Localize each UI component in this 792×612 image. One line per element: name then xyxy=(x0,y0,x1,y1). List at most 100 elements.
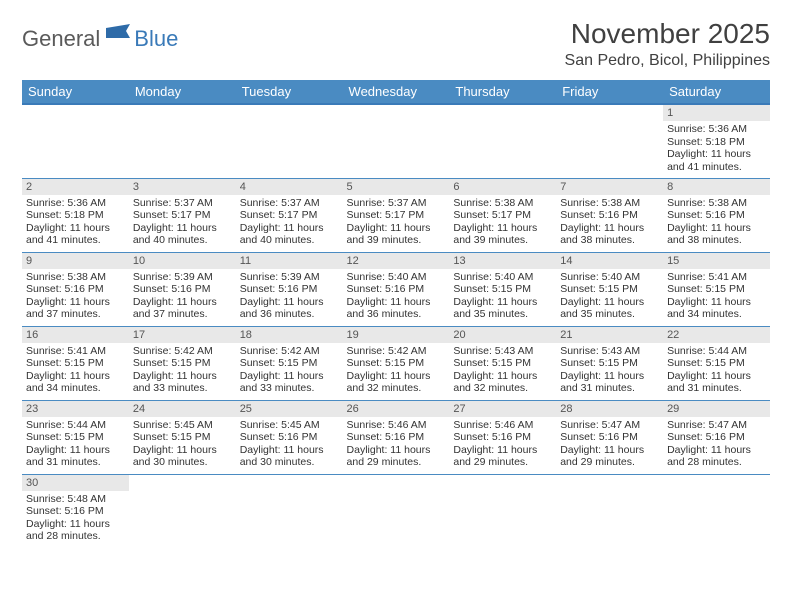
calendar-day-cell: 7Sunrise: 5:38 AMSunset: 5:16 PMDaylight… xyxy=(556,178,663,252)
day-number: 5 xyxy=(343,179,450,195)
day-number: 15 xyxy=(663,253,770,269)
day-number: 9 xyxy=(22,253,129,269)
calendar-day-cell: 11Sunrise: 5:39 AMSunset: 5:16 PMDayligh… xyxy=(236,252,343,326)
day-number: 29 xyxy=(663,401,770,417)
day-details: Sunrise: 5:40 AMSunset: 5:16 PMDaylight:… xyxy=(343,269,450,325)
day-number: 14 xyxy=(556,253,663,269)
calendar-day-cell: 17Sunrise: 5:42 AMSunset: 5:15 PMDayligh… xyxy=(129,326,236,400)
day-number: 7 xyxy=(556,179,663,195)
calendar-day-cell: 27Sunrise: 5:46 AMSunset: 5:16 PMDayligh… xyxy=(449,400,556,474)
calendar-empty-cell xyxy=(343,104,450,178)
calendar-day-cell: 24Sunrise: 5:45 AMSunset: 5:15 PMDayligh… xyxy=(129,400,236,474)
calendar-week-row: 9Sunrise: 5:38 AMSunset: 5:16 PMDaylight… xyxy=(22,252,770,326)
calendar-empty-cell xyxy=(236,104,343,178)
calendar-day-cell: 30Sunrise: 5:48 AMSunset: 5:16 PMDayligh… xyxy=(22,474,129,548)
calendar-empty-cell xyxy=(343,474,450,548)
calendar-body: 1Sunrise: 5:36 AMSunset: 5:18 PMDaylight… xyxy=(22,104,770,548)
day-number: 21 xyxy=(556,327,663,343)
calendar-day-cell: 26Sunrise: 5:46 AMSunset: 5:16 PMDayligh… xyxy=(343,400,450,474)
day-details: Sunrise: 5:42 AMSunset: 5:15 PMDaylight:… xyxy=(343,343,450,399)
calendar-day-cell: 9Sunrise: 5:38 AMSunset: 5:16 PMDaylight… xyxy=(22,252,129,326)
calendar-day-cell: 20Sunrise: 5:43 AMSunset: 5:15 PMDayligh… xyxy=(449,326,556,400)
weekday-header: Sunday xyxy=(22,80,129,104)
calendar-day-cell: 13Sunrise: 5:40 AMSunset: 5:15 PMDayligh… xyxy=(449,252,556,326)
page-header: General Blue November 2025 San Pedro, Bi… xyxy=(22,18,770,70)
day-details: Sunrise: 5:43 AMSunset: 5:15 PMDaylight:… xyxy=(449,343,556,399)
calendar-week-row: 1Sunrise: 5:36 AMSunset: 5:18 PMDaylight… xyxy=(22,104,770,178)
logo-text-blue: Blue xyxy=(134,26,178,52)
calendar-day-cell: 5Sunrise: 5:37 AMSunset: 5:17 PMDaylight… xyxy=(343,178,450,252)
calendar-day-cell: 1Sunrise: 5:36 AMSunset: 5:18 PMDaylight… xyxy=(663,104,770,178)
day-number: 20 xyxy=(449,327,556,343)
day-number: 2 xyxy=(22,179,129,195)
calendar-day-cell: 25Sunrise: 5:45 AMSunset: 5:16 PMDayligh… xyxy=(236,400,343,474)
calendar-day-cell: 29Sunrise: 5:47 AMSunset: 5:16 PMDayligh… xyxy=(663,400,770,474)
calendar-day-cell: 16Sunrise: 5:41 AMSunset: 5:15 PMDayligh… xyxy=(22,326,129,400)
day-number: 12 xyxy=(343,253,450,269)
weekday-header: Thursday xyxy=(449,80,556,104)
calendar-empty-cell xyxy=(236,474,343,548)
day-number: 4 xyxy=(236,179,343,195)
day-details: Sunrise: 5:46 AMSunset: 5:16 PMDaylight:… xyxy=(449,417,556,473)
day-details: Sunrise: 5:41 AMSunset: 5:15 PMDaylight:… xyxy=(22,343,129,399)
calendar-empty-cell xyxy=(556,104,663,178)
day-details: Sunrise: 5:38 AMSunset: 5:17 PMDaylight:… xyxy=(449,195,556,251)
day-details: Sunrise: 5:41 AMSunset: 5:15 PMDaylight:… xyxy=(663,269,770,325)
day-details: Sunrise: 5:37 AMSunset: 5:17 PMDaylight:… xyxy=(236,195,343,251)
calendar-day-cell: 2Sunrise: 5:36 AMSunset: 5:18 PMDaylight… xyxy=(22,178,129,252)
day-number: 10 xyxy=(129,253,236,269)
day-number: 3 xyxy=(129,179,236,195)
calendar-empty-cell xyxy=(129,474,236,548)
day-details: Sunrise: 5:44 AMSunset: 5:15 PMDaylight:… xyxy=(663,343,770,399)
weekday-header: Monday xyxy=(129,80,236,104)
calendar-day-cell: 19Sunrise: 5:42 AMSunset: 5:15 PMDayligh… xyxy=(343,326,450,400)
weekday-header: Tuesday xyxy=(236,80,343,104)
day-details: Sunrise: 5:38 AMSunset: 5:16 PMDaylight:… xyxy=(663,195,770,251)
calendar-day-cell: 21Sunrise: 5:43 AMSunset: 5:15 PMDayligh… xyxy=(556,326,663,400)
calendar-empty-cell xyxy=(22,104,129,178)
calendar-day-cell: 14Sunrise: 5:40 AMSunset: 5:15 PMDayligh… xyxy=(556,252,663,326)
day-details: Sunrise: 5:38 AMSunset: 5:16 PMDaylight:… xyxy=(22,269,129,325)
day-number: 11 xyxy=(236,253,343,269)
day-details: Sunrise: 5:42 AMSunset: 5:15 PMDaylight:… xyxy=(236,343,343,399)
day-number: 24 xyxy=(129,401,236,417)
calendar-empty-cell xyxy=(129,104,236,178)
day-number: 18 xyxy=(236,327,343,343)
calendar-table: SundayMondayTuesdayWednesdayThursdayFrid… xyxy=(22,80,770,548)
calendar-day-cell: 3Sunrise: 5:37 AMSunset: 5:17 PMDaylight… xyxy=(129,178,236,252)
calendar-empty-cell xyxy=(449,474,556,548)
day-details: Sunrise: 5:45 AMSunset: 5:15 PMDaylight:… xyxy=(129,417,236,473)
day-details: Sunrise: 5:48 AMSunset: 5:16 PMDaylight:… xyxy=(22,491,129,547)
calendar-week-row: 16Sunrise: 5:41 AMSunset: 5:15 PMDayligh… xyxy=(22,326,770,400)
logo-text-general: General xyxy=(22,26,100,52)
day-number: 19 xyxy=(343,327,450,343)
day-details: Sunrise: 5:36 AMSunset: 5:18 PMDaylight:… xyxy=(663,121,770,177)
day-details: Sunrise: 5:47 AMSunset: 5:16 PMDaylight:… xyxy=(663,417,770,473)
month-year-title: November 2025 xyxy=(565,18,770,50)
day-details: Sunrise: 5:37 AMSunset: 5:17 PMDaylight:… xyxy=(129,195,236,251)
calendar-empty-cell xyxy=(556,474,663,548)
weekday-header: Friday xyxy=(556,80,663,104)
day-number: 22 xyxy=(663,327,770,343)
day-number: 30 xyxy=(22,475,129,491)
day-number: 13 xyxy=(449,253,556,269)
day-details: Sunrise: 5:37 AMSunset: 5:17 PMDaylight:… xyxy=(343,195,450,251)
calendar-day-cell: 12Sunrise: 5:40 AMSunset: 5:16 PMDayligh… xyxy=(343,252,450,326)
weekday-header: Wednesday xyxy=(343,80,450,104)
weekday-header: Saturday xyxy=(663,80,770,104)
calendar-day-cell: 15Sunrise: 5:41 AMSunset: 5:15 PMDayligh… xyxy=(663,252,770,326)
calendar-empty-cell xyxy=(449,104,556,178)
day-details: Sunrise: 5:39 AMSunset: 5:16 PMDaylight:… xyxy=(129,269,236,325)
day-number: 28 xyxy=(556,401,663,417)
day-details: Sunrise: 5:36 AMSunset: 5:18 PMDaylight:… xyxy=(22,195,129,251)
calendar-day-cell: 8Sunrise: 5:38 AMSunset: 5:16 PMDaylight… xyxy=(663,178,770,252)
day-number: 17 xyxy=(129,327,236,343)
day-details: Sunrise: 5:39 AMSunset: 5:16 PMDaylight:… xyxy=(236,269,343,325)
day-details: Sunrise: 5:40 AMSunset: 5:15 PMDaylight:… xyxy=(449,269,556,325)
day-details: Sunrise: 5:46 AMSunset: 5:16 PMDaylight:… xyxy=(343,417,450,473)
day-number: 16 xyxy=(22,327,129,343)
calendar-day-cell: 10Sunrise: 5:39 AMSunset: 5:16 PMDayligh… xyxy=(129,252,236,326)
calendar-day-cell: 18Sunrise: 5:42 AMSunset: 5:15 PMDayligh… xyxy=(236,326,343,400)
day-number: 6 xyxy=(449,179,556,195)
calendar-week-row: 30Sunrise: 5:48 AMSunset: 5:16 PMDayligh… xyxy=(22,474,770,548)
